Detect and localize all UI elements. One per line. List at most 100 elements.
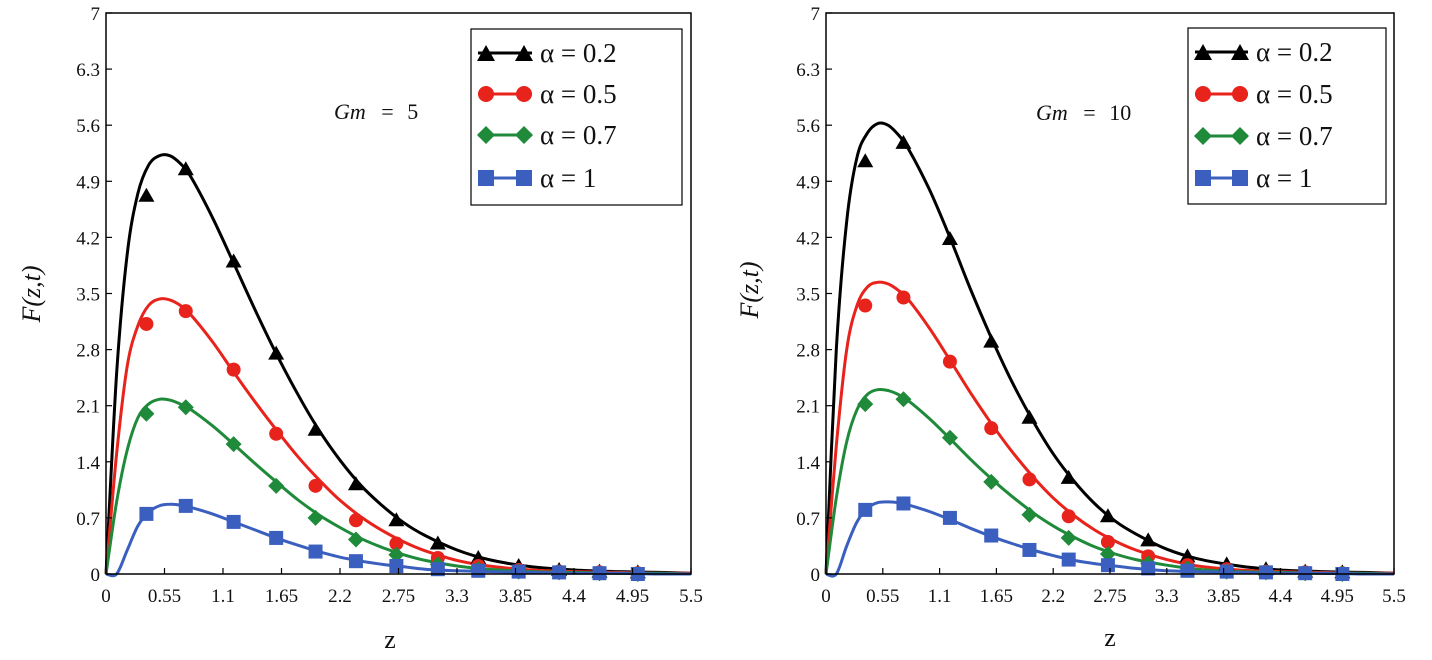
data-point-left-3-1: [178, 498, 193, 513]
data-point-right-2-4: [1021, 506, 1038, 523]
series-line-right-0: [824, 121, 1395, 575]
x-tick-label-left-9: 4.95: [616, 586, 649, 607]
chart-right: 0 0.55 1.1 1.65 2.2 2.75 3.3 3.85 4.4 4.95 5.5 0 0.7…: [735, 4, 1406, 652]
legend-left: α = 0.2 α = 0.5 α = 0.7 α = 1: [470, 28, 683, 206]
marker-layer-right: [857, 134, 1351, 582]
x-tick-label-right-7: 3.85: [1207, 586, 1240, 607]
data-point-right-3-6: [1100, 558, 1115, 573]
x-tick-label-right-8: 4.4: [1269, 586, 1293, 607]
annotation-var-right: Gm: [1036, 100, 1068, 125]
legend-marker-diamond-icon: [477, 126, 495, 144]
data-point-right-1-6: [1100, 534, 1115, 549]
y-tick-label-right-2: 1.4: [796, 453, 820, 474]
legend-label-right-0: α = 0.2: [1256, 37, 1333, 67]
data-point-left-0-1: [177, 161, 194, 176]
data-point-right-3-3: [984, 528, 999, 543]
data-point-left-3-6: [389, 558, 404, 573]
y-tick-label-left-4: 2.8: [76, 341, 100, 362]
legend-marker-circle-icon: [1195, 86, 1211, 102]
x-tick-label-left-4: 2.2: [328, 586, 352, 607]
data-point-right-2-0: [857, 396, 874, 413]
x-tick-label-left-6: 3.3: [445, 586, 469, 607]
y-axis-label-right: F(z,t): [735, 261, 764, 319]
legend-marker-diamond-icon: [515, 126, 533, 144]
x-axis-label-right: z: [1104, 623, 1116, 652]
data-point-left-0-2: [225, 253, 242, 268]
legend-entry-right-0: α = 0.2: [1194, 37, 1333, 67]
y-tick-label-left-9: 6.3: [76, 60, 100, 81]
y-tick-label-right-9: 6.3: [796, 60, 820, 81]
data-point-left-1-5: [348, 513, 363, 528]
y-tick-label-right-1: 0.7: [796, 509, 820, 530]
tick-layer-left: 0 0.55 1.1 1.65 2.2 2.75 3.3 3.85 4.4 4.95 5.500.7…: [76, 4, 703, 607]
legend-entry-left-1: α = 0.5: [478, 79, 617, 109]
data-point-right-1-2: [942, 354, 957, 369]
data-point-left-0-3: [268, 345, 285, 360]
data-point-right-3-8: [1180, 563, 1195, 578]
data-point-left-3-4: [308, 544, 323, 559]
legend-entry-right-3: α = 1: [1195, 163, 1312, 193]
legend-marker-square-icon: [478, 170, 494, 186]
legend-box-right: [1187, 27, 1387, 205]
data-point-right-3-4: [1022, 542, 1037, 557]
data-point-right-0-0: [857, 153, 874, 168]
data-point-right-2-6: [1099, 545, 1116, 562]
data-point-left-1-4: [308, 478, 323, 493]
data-point-left-3-8: [471, 563, 486, 578]
x-tick-label-right-10: 5.5: [1382, 586, 1406, 607]
x-tick-label-left-3: 1.65: [265, 586, 298, 607]
x-axis-label-left: z: [384, 625, 396, 654]
data-point-left-1-0: [139, 316, 154, 331]
data-point-left-1-6: [389, 536, 404, 551]
data-point-right-0-7: [1140, 532, 1157, 547]
legend-label-right-1: α = 0.5: [1256, 79, 1333, 109]
data-point-right-1-0: [858, 298, 873, 313]
legend-marker-triangle-icon: [1194, 44, 1212, 60]
legend-marker-triangle-icon: [1231, 44, 1249, 60]
chart-left: 0 0.55 1.1 1.65 2.2 2.75 3.3 3.85 4.4 4.95 5.500.7…: [17, 4, 703, 654]
legend-marker-circle-icon: [1232, 86, 1248, 102]
legend-marker-square-icon: [516, 170, 532, 186]
legend-entry-left-0: α = 0.2: [477, 38, 617, 68]
data-point-left-1-2: [226, 362, 241, 377]
y-tick-label-left-1: 0.7: [76, 509, 100, 530]
data-point-left-3-5: [348, 554, 363, 569]
data-point-left-0-7: [429, 535, 446, 550]
legend-box-left: [470, 28, 683, 206]
data-point-left-3-10: [552, 565, 567, 580]
y-tick-label-left-7: 4.9: [76, 172, 100, 193]
data-point-left-3-0: [139, 506, 154, 521]
legend-marker-square-icon: [1195, 170, 1211, 186]
legend-label-right-2: α = 0.7: [1256, 121, 1333, 151]
y-tick-label-right-0: 0: [811, 565, 821, 586]
data-point-right-3-1: [896, 496, 911, 511]
data-point-right-0-3: [983, 333, 1000, 348]
x-tick-label-right-3: 1.65: [980, 586, 1013, 607]
data-point-left-2-4: [307, 509, 324, 526]
data-point-right-0-8: [1179, 548, 1196, 563]
annotation-eq-left: =: [381, 99, 393, 124]
data-point-right-0-6: [1099, 508, 1116, 523]
data-point-left-3-9: [511, 564, 526, 579]
y-tick-label-left-8: 5.6: [76, 116, 100, 137]
x-tick-label-left-2: 1.1: [211, 586, 235, 607]
legend-label-left-1: α = 0.5: [540, 79, 617, 109]
data-point-right-1-1: [896, 290, 911, 305]
data-point-left-0-4: [307, 421, 324, 436]
y-tick-label-left-5: 3.5: [76, 285, 100, 306]
legend-entry-right-1: α = 0.5: [1195, 79, 1333, 109]
data-point-right-2-3: [983, 473, 1000, 490]
data-point-right-3-10: [1258, 565, 1273, 580]
x-tick-label-right-4: 2.2: [1041, 586, 1065, 607]
legend-entry-right-2: α = 0.7: [1194, 121, 1333, 151]
data-point-left-2-3: [268, 477, 285, 494]
data-point-right-1-4: [1022, 472, 1037, 487]
annotation-eq-right: =: [1083, 100, 1095, 125]
x-tick-label-left-10: 5.5: [679, 586, 703, 607]
y-tick-label-left-0: 0: [91, 565, 101, 586]
data-point-left-2-0: [138, 405, 155, 422]
x-tick-label-left-5: 2.75: [382, 586, 415, 607]
data-point-left-3-2: [226, 514, 241, 529]
annotation-value-right: 10: [1109, 100, 1131, 125]
x-tick-label-right-2: 1.1: [928, 586, 952, 607]
